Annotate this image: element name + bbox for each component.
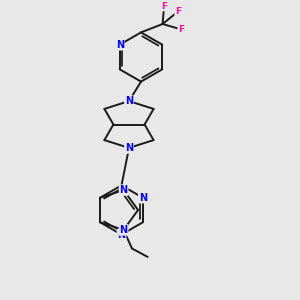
Text: F: F <box>175 7 181 16</box>
Text: N: N <box>119 225 128 235</box>
Text: F: F <box>178 25 184 34</box>
Text: N: N <box>125 143 133 153</box>
Text: N: N <box>117 230 126 240</box>
Text: N: N <box>116 40 124 50</box>
Text: N: N <box>125 96 133 106</box>
Text: F: F <box>161 2 167 10</box>
Text: N: N <box>139 193 147 203</box>
Text: N: N <box>119 185 128 195</box>
